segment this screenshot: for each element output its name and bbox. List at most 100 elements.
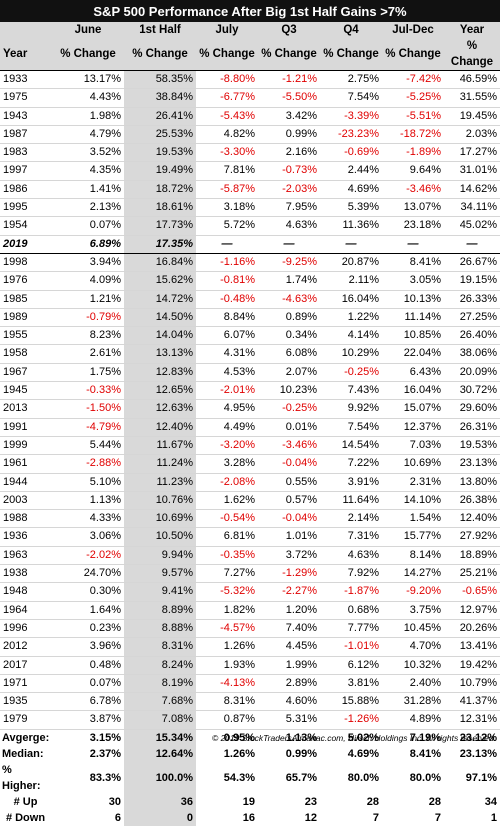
value-cell: 4.95% <box>196 399 258 419</box>
column-header: July <box>196 22 258 38</box>
summary-row: Median: 2.37% 12.64% 1.26% 0.99% 4.69% 8.41% 23… <box>0 745 500 762</box>
value-cell: -1.26% <box>320 710 382 730</box>
value-cell: -1.87% <box>320 582 382 602</box>
value-cell: 0.68% <box>320 601 382 620</box>
value-cell: 1.13% <box>52 491 124 511</box>
value-cell: 14.54% <box>320 436 382 456</box>
value-cell: 3.18% <box>196 198 258 218</box>
value-cell: 7.27% <box>196 564 258 584</box>
year-cell: 1943 <box>0 107 52 126</box>
year-cell: 1976 <box>0 271 52 291</box>
year-cell: 1938 <box>0 564 52 584</box>
first-half-cell: 17.73% <box>124 216 196 236</box>
value-cell: 0.30% <box>52 582 124 602</box>
value-cell: 6.08% <box>258 344 320 364</box>
value-cell: -5.43% <box>196 107 258 126</box>
summary-value: 1.26% <box>223 747 255 760</box>
value-cell: -1.89% <box>382 143 444 163</box>
value-cell: 3.75% <box>382 601 444 620</box>
value-cell: 19.42% <box>444 656 500 675</box>
summary-value: 83.3% <box>89 771 121 784</box>
value-cell: -0.04% <box>258 509 320 529</box>
value-cell: 2.11% <box>320 271 382 291</box>
first-half-cell: 14.72% <box>124 290 196 309</box>
first-half-cell: 15.62% <box>124 271 196 291</box>
value-cell: -0.69% <box>320 143 382 163</box>
value-cell: 13.17% <box>52 70 124 90</box>
table-row: 1958 2.61% 13.13% 4.31% 6.08% 10.29% 22.04% 38.… <box>0 344 500 364</box>
value-cell: 7.31% <box>320 527 382 547</box>
value-cell: 20.87% <box>320 253 382 273</box>
first-half-cell: 19.49% <box>124 161 196 181</box>
column-header: Year <box>0 38 52 71</box>
column-header <box>0 22 52 38</box>
value-cell: -5.50% <box>258 88 320 108</box>
value-cell: 7.77% <box>320 619 382 639</box>
column-header: Q3 <box>258 22 320 38</box>
summary-value: 7 <box>372 811 379 824</box>
value-cell: 15.07% <box>382 399 444 419</box>
value-cell: -0.81% <box>196 271 258 291</box>
first-half-cell: 12.63% <box>124 399 196 419</box>
value-cell: -2.02% <box>52 546 124 566</box>
year-cell: 1988 <box>0 509 52 529</box>
value-cell: 2.75% <box>320 70 382 90</box>
summary-value: 7.19% <box>382 728 444 746</box>
value-cell: -1.50% <box>52 399 124 419</box>
value-cell: 18.89% <box>444 546 500 566</box>
value-cell: 2.31% <box>382 473 444 492</box>
value-cell: 8.23% <box>52 326 124 346</box>
year-cell: 1991 <box>0 418 52 437</box>
value-cell: 9.92% <box>320 399 382 419</box>
first-half-cell: 18.72% <box>124 180 196 200</box>
value-cell: 7.92% <box>320 564 382 584</box>
value-cell: -0.25% <box>320 363 382 383</box>
summary-row: # Up 30 36 19 23 28 28 34 <box>0 793 500 810</box>
value-cell: 1.62% <box>196 491 258 511</box>
value-cell: 6.43% <box>382 363 444 383</box>
first-half-cell: 7.08% <box>124 710 196 730</box>
table-row: 2012 3.96% 8.31% 1.26% 4.45% -1.01% 4.70% 13.41… <box>0 637 500 657</box>
value-cell: -3.20% <box>196 436 258 456</box>
first-half-cell: 18.61% <box>124 198 196 218</box>
value-cell: 25.21% <box>444 564 500 584</box>
value-cell: 0.55% <box>258 473 320 492</box>
value-cell: 1.01% <box>258 527 320 547</box>
summary-value: 12.64% <box>124 745 196 762</box>
first-half-cell: 9.57% <box>124 564 196 584</box>
value-cell: -5.87% <box>196 180 258 200</box>
year-cell: 1985 <box>0 290 52 309</box>
summary-label: Avgerge: <box>0 728 52 746</box>
value-cell: 4.31% <box>196 344 258 364</box>
value-cell: -4.79% <box>52 418 124 437</box>
value-cell: 6.12% <box>320 656 382 675</box>
year-cell: 1975 <box>0 88 52 108</box>
table-row: 1976 4.09% 15.62% -0.81% 1.74% 2.11% 3.05% 19.1… <box>0 271 500 291</box>
value-cell: 12.37% <box>382 418 444 437</box>
table-row: 1991 -4.79% 12.40% 4.49% 0.01% 7.54% 12.37% 26.… <box>0 418 500 437</box>
value-cell: 14.62% <box>444 180 500 200</box>
value-cell: -3.39% <box>320 107 382 126</box>
summary-value: 65.7% <box>285 771 317 784</box>
table-row: 1955 8.23% 14.04% 6.07% 0.34% 4.14% 10.85% 26.4… <box>0 326 500 346</box>
year-cell: 1987 <box>0 125 52 145</box>
value-cell: -2.01% <box>196 381 258 401</box>
first-half-cell: 12.40% <box>124 418 196 437</box>
value-cell: 11.64% <box>320 491 382 511</box>
summary-value: 0 <box>124 809 196 826</box>
summary-value: 100.0% <box>124 761 196 794</box>
year-cell: 1963 <box>0 546 52 566</box>
value-cell: 5.39% <box>320 198 382 218</box>
value-cell: 6.89% <box>52 234 124 254</box>
year-cell: 1961 <box>0 454 52 474</box>
value-cell: 26.31% <box>444 418 500 437</box>
current-year-row: 2019 6.89% 17.35% — — — — — <box>0 234 500 254</box>
value-cell: 4.89% <box>382 710 444 730</box>
value-cell: -18.72% <box>382 125 444 145</box>
year-cell: 1955 <box>0 326 52 346</box>
value-cell: — <box>258 234 320 254</box>
value-cell: 4.63% <box>320 546 382 566</box>
value-cell: -9.20% <box>382 582 444 602</box>
value-cell: 0.87% <box>196 710 258 730</box>
value-cell: -5.32% <box>196 582 258 602</box>
